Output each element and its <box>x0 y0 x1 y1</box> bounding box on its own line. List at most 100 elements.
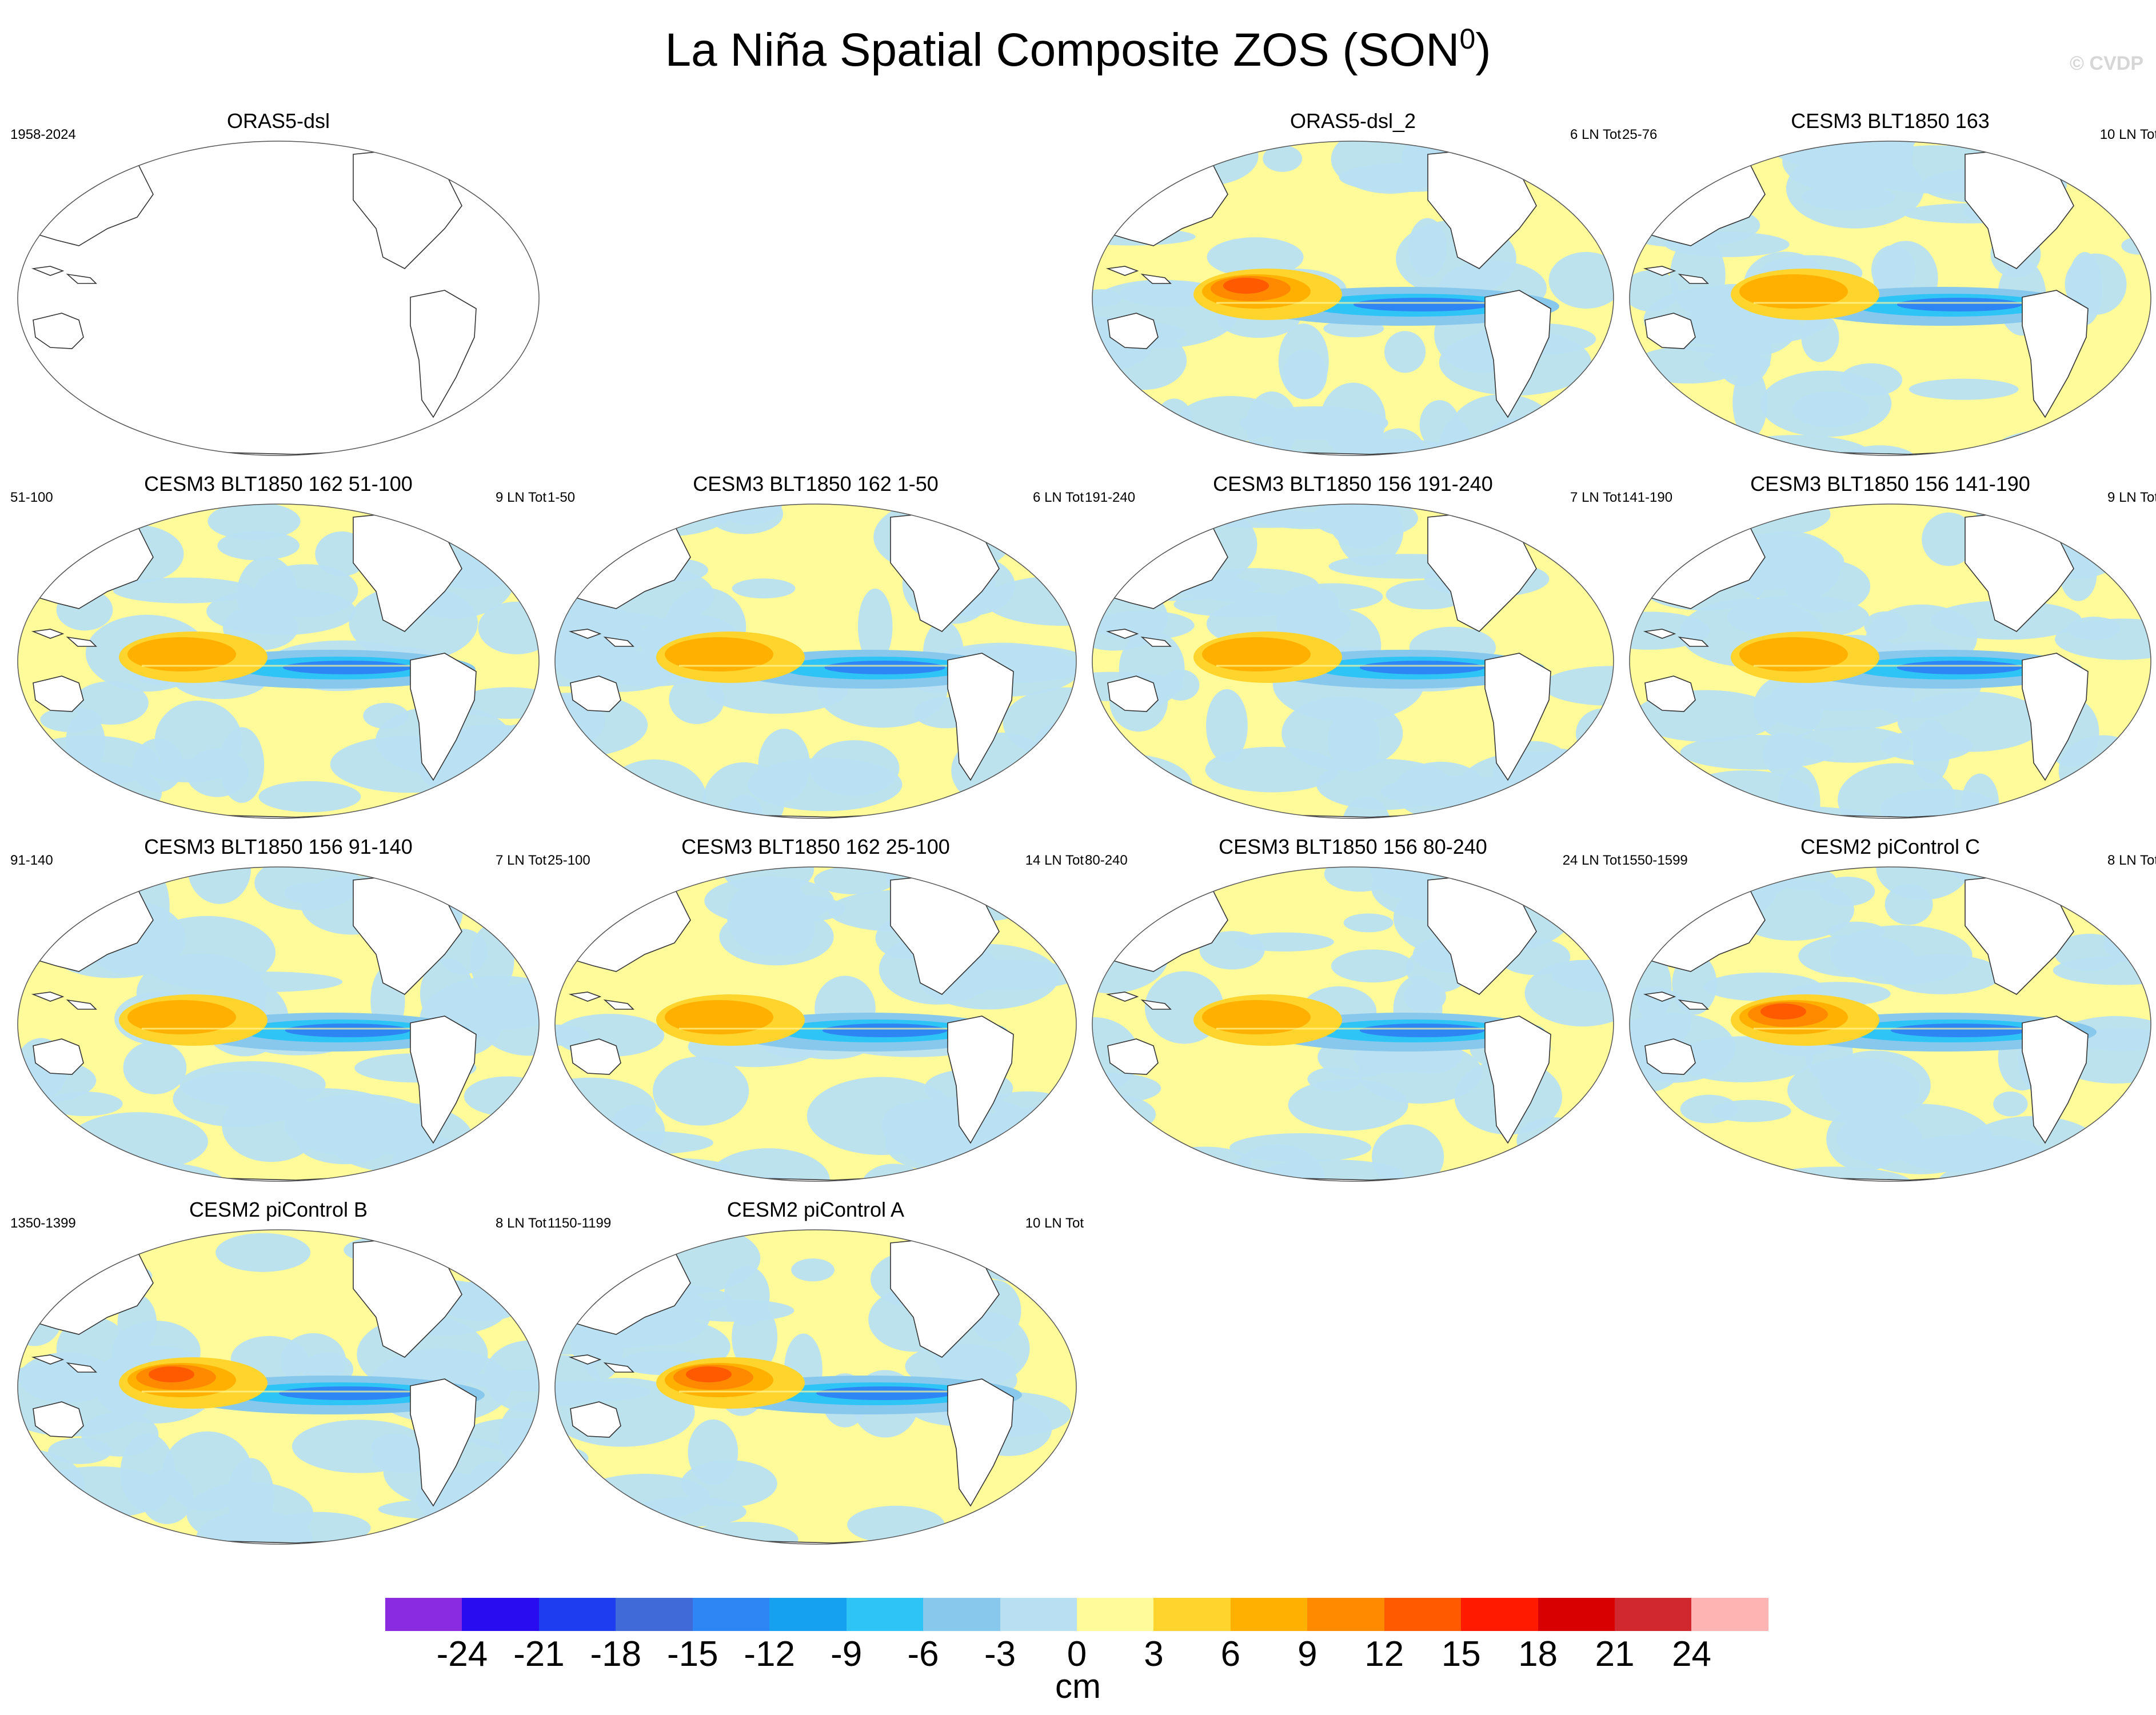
land-indonesia <box>568 629 634 647</box>
negative-anomaly-patch <box>1324 867 1395 892</box>
negative-anomaly-patch <box>1195 510 1333 528</box>
negative-anomaly-patch <box>1206 689 1248 763</box>
map-panel: CESM3 BLT1850 156 141-190 141-190 9 LN Tot <box>1622 471 2156 829</box>
panel-event-count-label: 10 LN Tot <box>2099 127 2156 142</box>
land-indonesia <box>31 1354 97 1373</box>
negative-anomaly-patch <box>18 510 107 539</box>
western-pacific-warm-pool <box>1760 1004 1806 1020</box>
panel-title: CESM3 BLT1850 163 <box>1791 109 1990 133</box>
negative-anomaly-patch <box>68 1112 208 1172</box>
negative-anomaly-patch <box>481 808 539 818</box>
colorbar-tick-label: -18 <box>590 1634 642 1674</box>
western-pacific-warm-pool <box>665 1000 773 1034</box>
panel-title: CESM3 BLT1850 156 91-140 <box>144 835 413 858</box>
robinson-map <box>17 866 540 1182</box>
map-panel: CESM3 BLT1850 162 51-100 51-100 9 LN Tot <box>10 471 546 829</box>
robinson-map <box>554 503 1077 819</box>
land-australia <box>570 1038 621 1075</box>
negative-anomaly-patch <box>975 1139 1076 1169</box>
negative-anomaly-patch <box>1630 1018 1687 1093</box>
negative-anomaly-patch <box>806 1077 957 1155</box>
colorbar-segment <box>462 1598 539 1631</box>
panel-title: ORAS5-dsl <box>226 109 330 133</box>
negative-anomaly-patch <box>1792 391 1869 427</box>
negative-anomaly-patch <box>1600 925 1614 962</box>
land-south-america <box>947 1016 1014 1144</box>
land-indonesia <box>1643 629 1709 647</box>
panel-years-label: 91-140 <box>10 853 53 868</box>
negative-anomaly-patch <box>1680 1094 1738 1124</box>
negative-anomaly-patch <box>2035 1150 2085 1174</box>
equatorial-cold-tongue <box>1359 1024 1485 1037</box>
map-panel: CESM2 piControl A 1150-1199 10 LN Tot <box>548 1197 1084 1554</box>
negative-anomaly-patch <box>732 578 796 599</box>
negative-anomaly-patch <box>564 504 688 518</box>
negative-anomaly-patch <box>952 867 1076 895</box>
panel-event-count-label: 7 LN Tot <box>1570 490 1621 505</box>
negative-anomaly-patch <box>568 504 637 519</box>
colorbar-segment <box>769 1598 847 1631</box>
negative-anomaly-patch <box>489 1539 539 1544</box>
negative-anomaly-patch <box>1567 190 1614 214</box>
panel-years-label: 25-76 <box>1622 127 1658 142</box>
negative-anomaly-patch <box>1909 378 2019 400</box>
negative-anomaly-patch <box>1372 1124 1444 1181</box>
land-south-america <box>410 290 477 418</box>
negative-anomaly-patch <box>1630 1140 1723 1173</box>
negative-anomaly-patch <box>1801 313 1839 362</box>
colorbar-segment <box>846 1598 924 1631</box>
land-australia <box>570 1401 621 1438</box>
map-outline <box>1092 141 1614 456</box>
negative-anomaly-patch <box>2073 1028 2151 1052</box>
robinson-map <box>1092 141 1614 456</box>
colorbar-segment <box>1153 1598 1231 1631</box>
negative-anomaly-patch <box>1092 1165 1152 1181</box>
colorbar-segment <box>1615 1598 1692 1631</box>
negative-anomaly-patch <box>219 727 265 803</box>
robinson-map <box>1629 141 2151 456</box>
negative-anomaly-patch <box>988 1489 1076 1544</box>
map-outline <box>1629 866 2151 1182</box>
panel-years-label: 1-50 <box>548 490 576 505</box>
colorbar-segment <box>616 1598 693 1631</box>
negative-anomaly-patch <box>1819 876 1875 906</box>
colorbar-segment <box>1691 1598 1768 1631</box>
land-south-america <box>2022 1016 2089 1144</box>
panel-title: CESM3 BLT1850 156 191-240 <box>1213 472 1493 495</box>
negative-anomaly-patch <box>1316 759 1452 810</box>
map-outline <box>17 503 540 819</box>
land-indonesia <box>1105 629 1172 647</box>
panel-years-label: 25-100 <box>548 853 590 868</box>
panel-event-count-label: 6 LN Tot <box>1033 490 1084 505</box>
negative-anomaly-patch <box>285 1094 434 1157</box>
colorbar-units: cm <box>1055 1667 1101 1705</box>
western-pacific-warm-pool <box>1739 637 1848 671</box>
negative-anomaly-patch <box>1660 141 1734 174</box>
negative-anomaly-patch <box>186 1482 313 1544</box>
map-panel: ORAS5-dsl_2 6 LN Tot <box>1085 109 1621 466</box>
colorbar-segment <box>385 1598 462 1631</box>
negative-anomaly-patch <box>555 533 585 569</box>
equatorial-cold-tongue <box>285 1024 410 1037</box>
land-australia <box>33 675 84 712</box>
negative-anomaly-patch <box>215 1233 311 1272</box>
negative-anomaly-patch <box>2089 867 2151 880</box>
equatorial-cold-tongue <box>1891 1024 2028 1037</box>
colorbar-tick-label: 9 <box>1297 1634 1317 1674</box>
negative-anomaly-patch <box>1703 972 1822 1001</box>
negative-anomaly-patch <box>2053 956 2151 985</box>
colorbar-tick-label: 6 <box>1220 1634 1241 1674</box>
figure-title-text: La Niña Spatial Composite ZOS (SON <box>665 24 1460 76</box>
negative-anomaly-patch <box>555 867 681 901</box>
colorbar-tick-label: 15 <box>1441 1634 1481 1674</box>
land-indonesia <box>568 1354 634 1373</box>
western-pacific-warm-pool <box>1202 637 1311 671</box>
negative-anomaly-patch <box>113 577 254 603</box>
map-panel: CESM3 BLT1850 156 80-240 80-240 24 LN Tot <box>1085 834 1621 1192</box>
panel-title: CESM3 BLT1850 162 1-50 <box>693 472 939 495</box>
negative-anomaly-patch <box>1922 512 1976 566</box>
colorbar-tick-label: 3 <box>1144 1634 1164 1674</box>
panel-event-count-label: 8 LN Tot <box>496 1216 546 1231</box>
negative-anomaly-patch <box>187 972 343 992</box>
negative-anomaly-patch <box>1205 746 1339 793</box>
